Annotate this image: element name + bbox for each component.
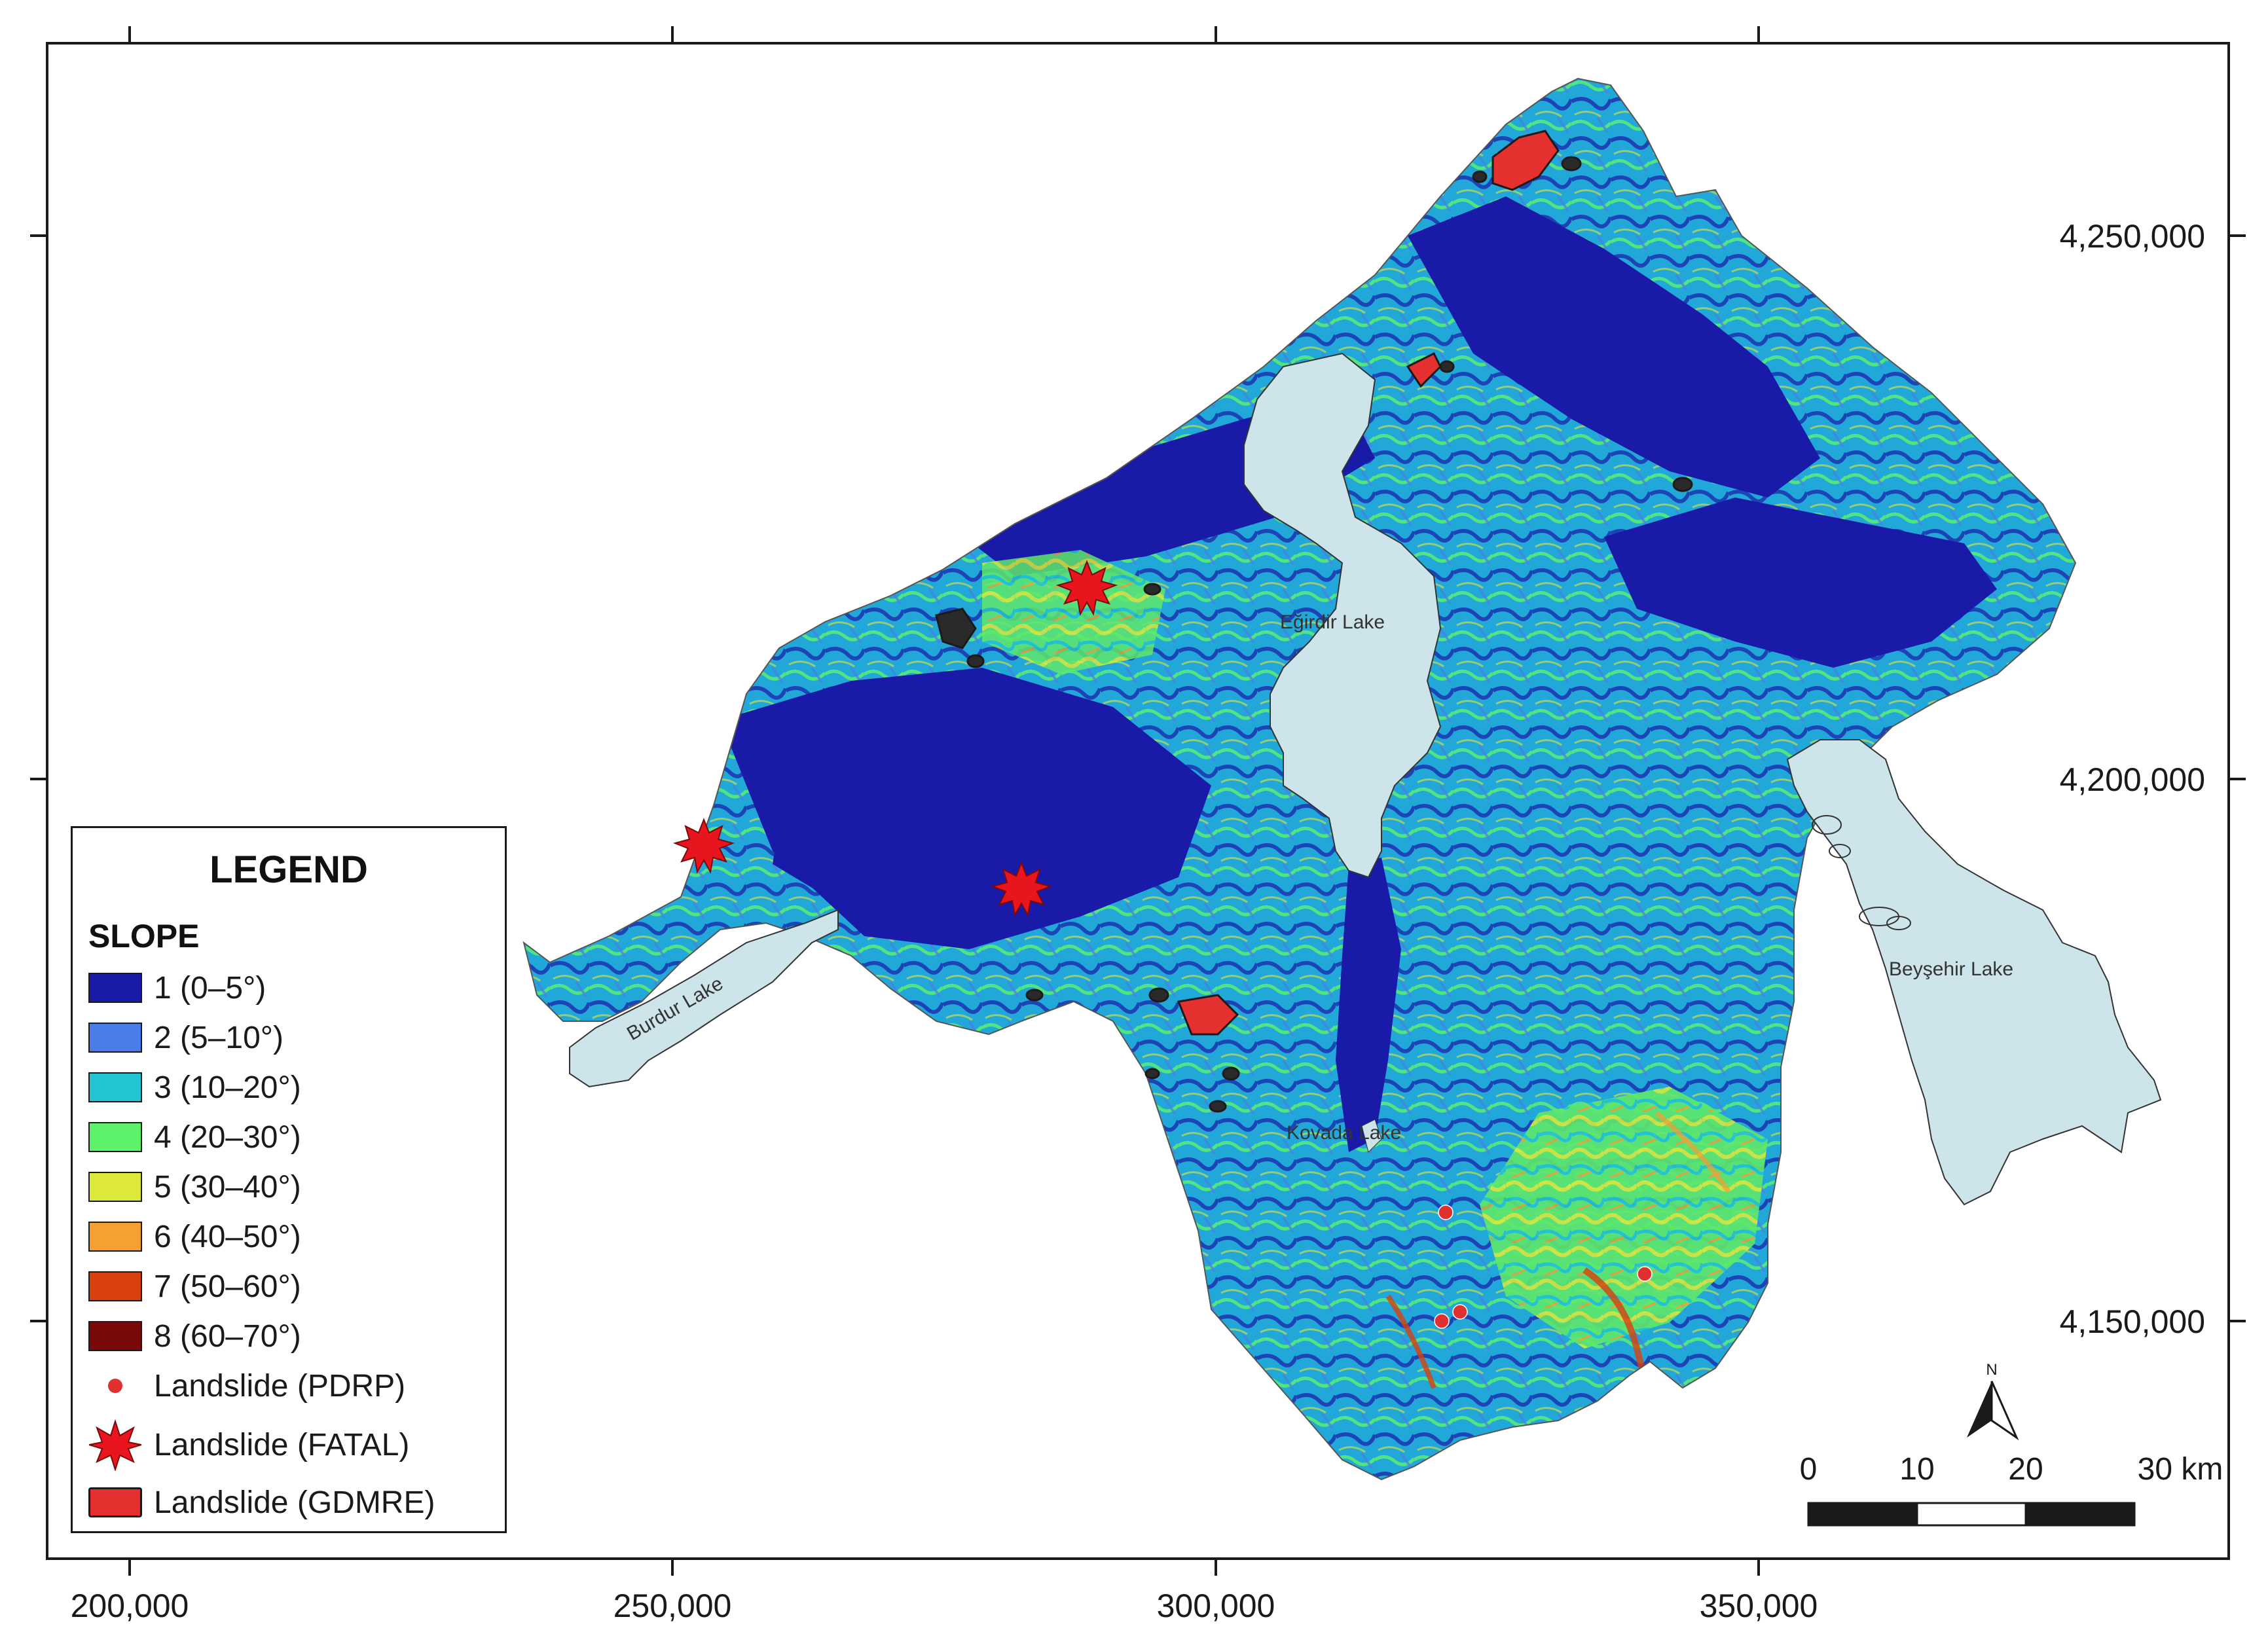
gdmre-western-small-2	[1143, 583, 1161, 596]
lake-label-kovada: Kovada Lake	[1287, 1122, 1401, 1144]
swatch-slope-2	[88, 1023, 142, 1053]
swatch-slope-5	[88, 1172, 142, 1202]
fatal-star-icon	[89, 1419, 141, 1471]
gdmre-central-small-3	[1209, 1100, 1227, 1113]
x-tick-label: 350,000	[1700, 1587, 1818, 1624]
swatch-slope-3	[88, 1072, 142, 1102]
legend-slope-4: 4 (20–30°)	[88, 1117, 301, 1157]
gdmre-east-small	[1672, 477, 1693, 492]
scale-bar	[1807, 1502, 2136, 1527]
legend-slope-2: 2 (5–10°)	[88, 1018, 284, 1057]
gdmre-sw-small	[1025, 988, 1044, 1002]
legend-slope-label: 8 (60–70°)	[154, 1318, 301, 1354]
gdmre-western-small	[966, 654, 985, 668]
legend-fatal: Landslide (FATAL)	[88, 1419, 410, 1471]
swatch-slope-6	[88, 1222, 142, 1252]
gdmre-polygon-icon	[88, 1487, 142, 1517]
swatch-slope-4	[88, 1122, 142, 1152]
gdmre-north-small	[1561, 156, 1582, 172]
scale-label: 0	[1800, 1452, 1818, 1487]
legend-slope-6: 6 (40–50°)	[88, 1217, 301, 1256]
slope-plain-northeast	[1408, 196, 1820, 498]
pdrp-point	[1434, 1313, 1450, 1329]
axis-ticks	[30, 26, 2246, 1576]
gdmre-egirdir-small	[1439, 360, 1455, 373]
scale-label: 30 km	[2138, 1452, 2223, 1487]
fatal-star	[990, 861, 1053, 917]
legend-slope-label: 5 (30–40°)	[154, 1169, 301, 1205]
legend-slope-label: 7 (50–60°)	[154, 1269, 301, 1304]
gdmre-central-small-4	[1144, 1068, 1160, 1079]
legend-slope-label: 1 (0–5°)	[154, 970, 266, 1006]
landslides-gdmre	[935, 130, 1693, 1113]
pdrp-point	[1637, 1266, 1653, 1282]
legend-fatal-label: Landslide (FATAL)	[154, 1427, 410, 1462]
fatal-star	[672, 818, 735, 874]
legend-slope-7: 7 (50–60°)	[88, 1267, 301, 1306]
scale-label: 20	[2008, 1452, 2043, 1487]
landslides-pdrp	[1434, 1205, 1653, 1329]
y-tick-label: 4,250,000	[2060, 218, 2205, 255]
legend-pdrp: Landslide (PDRP)	[88, 1366, 405, 1405]
legend-slope-label: 6 (40–50°)	[154, 1219, 301, 1254]
north-arrow: N	[1967, 1361, 2019, 1441]
gdmre-north-cluster	[1491, 130, 1560, 191]
y-tick-label: 4,200,000	[2060, 761, 2205, 798]
pdrp-point	[1438, 1205, 1454, 1220]
slope-plain-east	[1604, 498, 1997, 668]
north-label: N	[1986, 1361, 1997, 1379]
pdrp-dot-icon	[108, 1379, 122, 1393]
gdmre-central-cluster	[1177, 994, 1239, 1036]
x-tick-label: 200,000	[71, 1587, 189, 1624]
lake-label-egirdir: Eğirdir Lake	[1280, 611, 1385, 633]
legend-gdmre: Landslide (GDMRE)	[88, 1483, 435, 1522]
fatal-star	[1055, 560, 1118, 616]
lake-burdur	[569, 909, 839, 1088]
lake-islets	[1812, 815, 1911, 930]
swatch-slope-1	[88, 973, 142, 1003]
legend-slope-label: 2 (5–10°)	[154, 1020, 284, 1055]
legend: LEGEND SLOPE 1 (0–5°) 2 (5–10°) 3 (10–20…	[71, 826, 507, 1533]
legend-subtitle: SLOPE	[88, 918, 200, 954]
legend-slope-5: 5 (30–40°)	[88, 1167, 301, 1206]
scale-label: 10	[1899, 1452, 1934, 1487]
slope-valley-kovada	[1336, 858, 1401, 1152]
lake-kovada	[1361, 1119, 1382, 1153]
legend-gdmre-label: Landslide (GDMRE)	[154, 1485, 435, 1520]
swatch-slope-8	[88, 1321, 142, 1351]
x-tick-label: 300,000	[1157, 1587, 1275, 1624]
y-tick-label: 4,150,000	[2060, 1303, 2205, 1340]
legend-slope-label: 4 (20–30°)	[154, 1119, 301, 1155]
legend-slope-8: 8 (60–70°)	[88, 1316, 301, 1356]
legend-slope-1: 1 (0–5°)	[88, 968, 266, 1007]
x-tick-label: 250,000	[613, 1587, 732, 1624]
legend-title: LEGEND	[210, 848, 368, 891]
slope-steep-central	[982, 550, 1165, 674]
pdrp-point	[1452, 1304, 1468, 1320]
gdmre-western-cluster	[935, 607, 977, 649]
slope-plain-southwest	[773, 772, 949, 903]
lake-label-beysehir: Beyşehir Lake	[1889, 958, 2013, 980]
landslides-fatal	[672, 560, 1118, 917]
swatch-slope-7	[88, 1271, 142, 1301]
legend-slope-label: 3 (10–20°)	[154, 1070, 301, 1105]
gdmre-north-small-2	[1472, 170, 1488, 183]
gdmre-central-small-2	[1222, 1066, 1240, 1081]
legend-slope-3: 3 (10–20°)	[88, 1068, 301, 1107]
legend-pdrp-label: Landslide (PDRP)	[154, 1368, 406, 1404]
lake-egirdir	[1243, 352, 1442, 879]
gdmre-central-small	[1148, 987, 1169, 1003]
